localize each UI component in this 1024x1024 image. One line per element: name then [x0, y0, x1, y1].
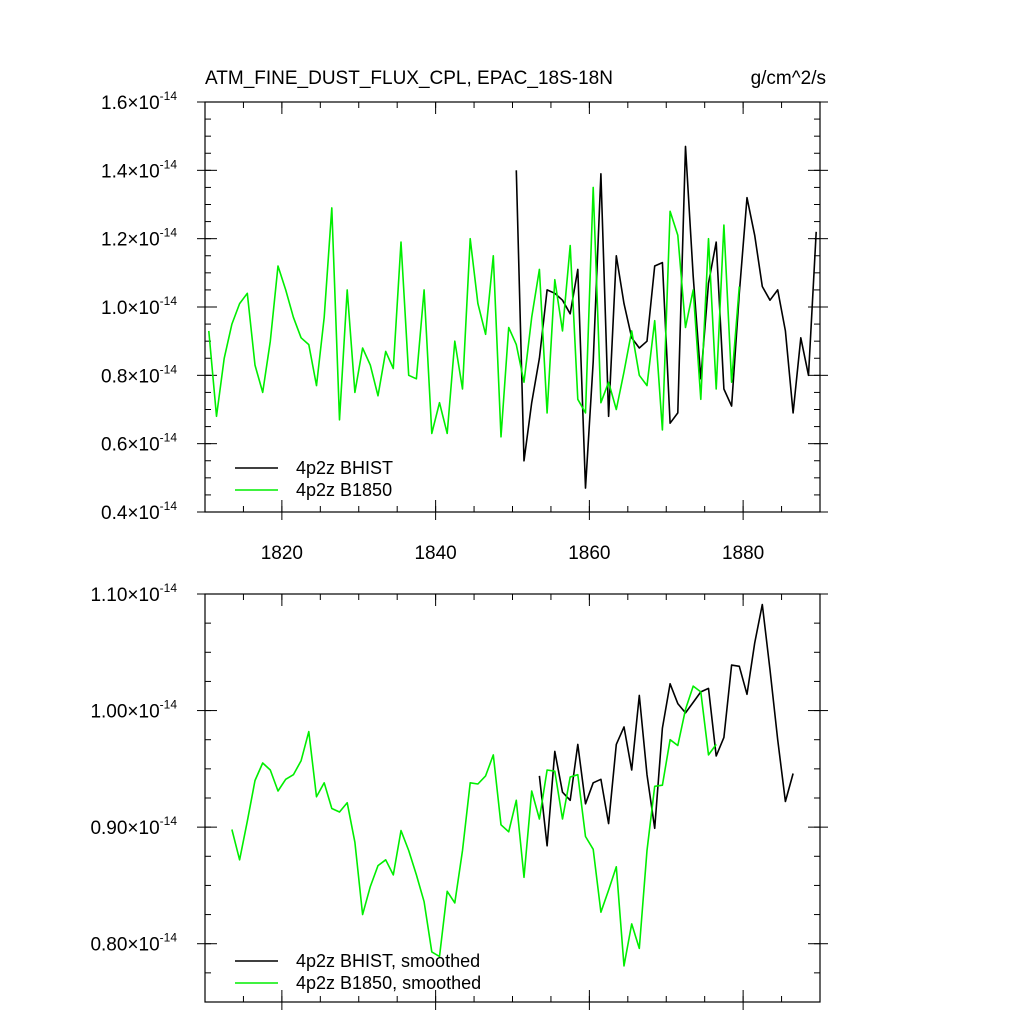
- legend-label: 4p2z BHIST: [296, 458, 393, 478]
- y-tick-label: 1.4×10-14: [101, 157, 177, 182]
- series-line-bhist: [538, 603, 794, 847]
- chart-title: ATM_FINE_DUST_FLUX_CPL, EPAC_18S-18N: [205, 68, 613, 89]
- x-tick-label: 1860: [568, 543, 610, 564]
- series-line-b1850: [208, 186, 741, 438]
- x-tick-label: 1880: [722, 543, 764, 564]
- series-line-b1850: [231, 685, 717, 967]
- bottom-chart: 0.80×10-14 0.90×10-14 1.00×10-14 1.10×10-14…: [90, 581, 828, 1010]
- y-tick-label: 1.0×10-14: [101, 294, 177, 319]
- y-tick-label: 0.4×10-14: [101, 499, 177, 524]
- y-tick-label: 1.00×10-14: [90, 698, 177, 723]
- legend-label: 4p2z B1850: [296, 480, 392, 500]
- y-tick-label: 1.2×10-14: [101, 226, 177, 251]
- y-tick-label: 0.8×10-14: [101, 362, 177, 387]
- x-tick-label: 1840: [414, 543, 456, 564]
- plot-frame: [204, 593, 821, 1003]
- x-tick-label: 1820: [261, 543, 303, 564]
- y-tick-label: 0.80×10-14: [90, 931, 177, 956]
- y-tick-label: 0.90×10-14: [90, 814, 177, 839]
- y-tick-label: 0.6×10-14: [101, 431, 177, 456]
- y-tick-label: 1.6×10-14: [101, 89, 177, 114]
- top-chart: ATM_FINE_DUST_FLUX_CPL, EPAC_18S-18N g/c…: [101, 68, 828, 564]
- chart-units: g/cm^2/s: [751, 68, 826, 89]
- y-tick-label: 1.10×10-14: [90, 581, 177, 606]
- legend-label: 4p2z BHIST, smoothed: [296, 951, 480, 971]
- legend-label: 4p2z B1850, smoothed: [296, 973, 481, 993]
